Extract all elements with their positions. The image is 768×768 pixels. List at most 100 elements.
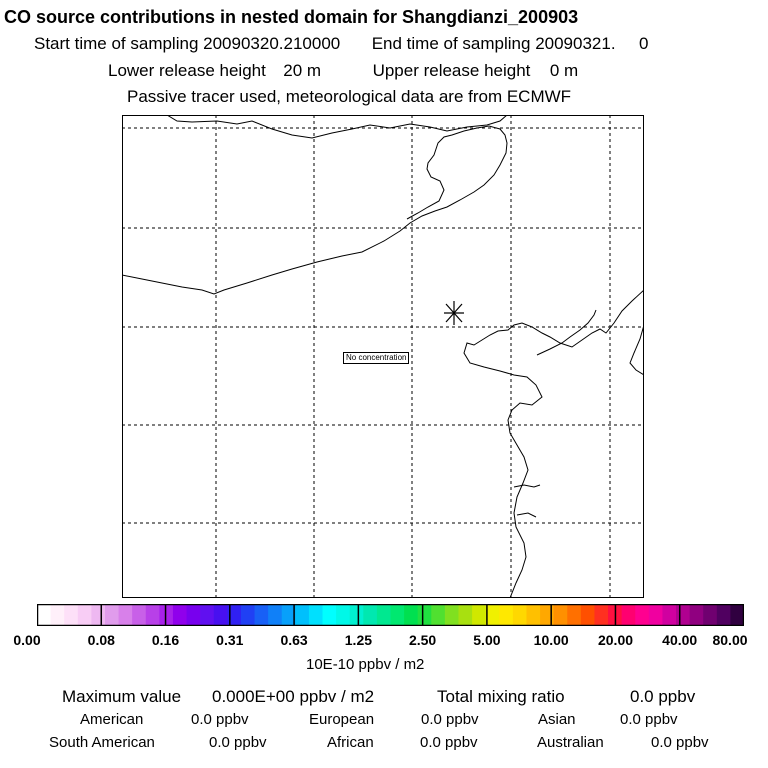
start-time-label: Start time of sampling (34, 34, 199, 53)
colorbar-cell (363, 604, 378, 626)
region-name: South American (49, 734, 155, 751)
colorbar-cell (37, 604, 52, 626)
colorbar-cell (186, 604, 201, 626)
end-time-value: 20090321. (535, 34, 616, 53)
colorbar-unit: 10E-10 ppbv / m2 (306, 656, 425, 673)
release-height-line: Lower release height 20 m Upper release … (108, 62, 578, 79)
tracer-note: Passive tracer used, meteorological data… (127, 87, 572, 106)
colorbar-dividers (100, 604, 681, 626)
colorbar-cell (64, 604, 79, 626)
colorbar-cell (730, 604, 744, 626)
colorbar-cell (213, 604, 228, 626)
colorbar-cell (553, 604, 568, 626)
coastline (629, 324, 644, 376)
max-value-label: Maximum value (62, 687, 182, 706)
colorbar-cell (132, 604, 147, 626)
colorbar-cell (77, 604, 92, 626)
colorbar-cell (499, 604, 514, 626)
colorbar-cell (91, 604, 106, 626)
map-panel (122, 115, 644, 598)
region-name: American (80, 711, 144, 728)
colorbar-cell (621, 604, 636, 626)
region-value: 0.0 ppbv (620, 711, 678, 728)
colorbar-cell (308, 604, 324, 626)
colorbar-cell (200, 604, 215, 626)
colorbar-tick-label: 0.00 (13, 632, 41, 648)
region-name: African (327, 734, 374, 751)
colorbar-tick-label: 0.63 (280, 632, 308, 648)
colorbar-cell (159, 604, 174, 626)
colorbar-tick-label: 40.00 (662, 632, 698, 648)
colorbar-cell (444, 604, 460, 626)
colorbar-tick-label: 5.00 (473, 632, 501, 648)
lower-height-label: Lower release height (108, 61, 266, 80)
coastline (513, 484, 541, 488)
colorbar-cell (417, 604, 432, 626)
colorbar-cell (540, 604, 555, 626)
coastline (463, 289, 644, 598)
colorbar-tick-label: 0.08 (87, 632, 115, 648)
colorbar-cell (390, 604, 405, 626)
coastline (536, 309, 597, 356)
map-canvas (122, 115, 644, 598)
start-time-value: 20090320.210000 (203, 34, 341, 53)
total-mixing-label: Total mixing ratio (437, 687, 565, 706)
colorbar-tick-label: 20.00 (597, 632, 634, 648)
colorbar-cell (349, 604, 364, 626)
colorbar-cell (118, 604, 133, 626)
colorbar-cell (336, 604, 351, 626)
boundaries (122, 115, 644, 598)
colorbar-tick-label: 1.25 (344, 632, 373, 648)
colorbar-cell (580, 604, 596, 626)
border-line (166, 115, 508, 139)
coastline (516, 512, 537, 518)
colorbar-tick-label: 2.50 (408, 632, 437, 648)
colorbar-cell (526, 604, 541, 626)
colorbar-cell (485, 604, 500, 626)
colorbar-cell (281, 604, 296, 626)
upper-height-label: Upper release height (372, 61, 531, 80)
colorbar-cell (662, 604, 677, 626)
colorbar-cell (567, 604, 582, 626)
region-name: Australian (537, 734, 604, 751)
colorbar-cell (458, 604, 473, 626)
no-concentration-label: No concentration (343, 352, 410, 364)
total-mixing-value: 0.0 ppbv (630, 687, 696, 706)
colorbar-cell (376, 604, 392, 626)
end-time-suffix: 0 (639, 34, 649, 53)
colorbar-cell (227, 604, 242, 626)
colorbar-cells (37, 604, 744, 626)
colorbar-cell (145, 604, 160, 626)
map-title: CO source contributions in nested domain… (4, 7, 579, 27)
colorbar-tick-label: 0.16 (151, 632, 180, 648)
colorbar-cell (472, 604, 487, 626)
colorbar (37, 604, 744, 626)
colorbar-cell (104, 604, 120, 626)
graticule (122, 115, 644, 598)
colorbar-cell (431, 604, 446, 626)
colorbar-cell (322, 604, 337, 626)
region-name: European (309, 711, 375, 728)
upper-height-value: 0 m (549, 61, 579, 80)
lower-height-value: 20 m (283, 61, 322, 80)
end-time-label: End time of sampling (371, 34, 531, 53)
colorbar-cell (703, 604, 718, 626)
colorbar-cell (648, 604, 664, 626)
border-line (122, 125, 508, 295)
colorbar-cell (676, 604, 691, 626)
asterisk-icon (444, 301, 464, 325)
colorbar-cell (295, 604, 310, 626)
colorbar-cell (512, 604, 528, 626)
colorbar-frame (37, 604, 744, 626)
region-value: 0.0 ppbv (191, 711, 249, 728)
region-value: 0.0 ppbv (209, 734, 267, 751)
colorbar-cell (716, 604, 732, 626)
max-value: 0.000E+00 ppbv / m2 (212, 687, 375, 706)
colorbar-cell (594, 604, 609, 626)
colorbar-cell (240, 604, 256, 626)
colorbar-tick-label: 10.00 (533, 632, 569, 648)
colorbar-tick-label: 0.31 (216, 632, 244, 648)
colorbar-cell (172, 604, 188, 626)
region-value: 0.0 ppbv (421, 711, 479, 728)
colorbar-cell (635, 604, 650, 626)
